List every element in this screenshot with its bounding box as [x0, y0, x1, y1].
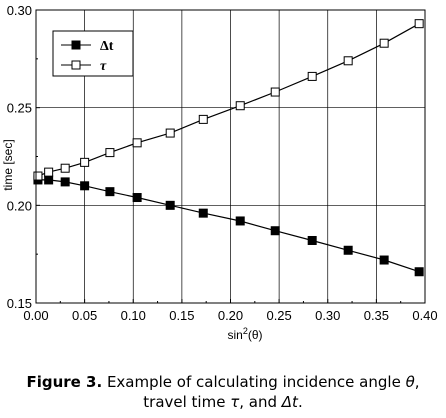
- x-tick-label: 0.20: [218, 308, 243, 323]
- x-tick-label: 0.15: [169, 308, 194, 323]
- data-point-tau: [235, 101, 245, 111]
- data-point-delta-t: [198, 208, 208, 218]
- caption-text-3: travel time: [143, 393, 231, 411]
- caption-text-4: , and: [239, 393, 282, 411]
- caption-theta: θ: [405, 373, 415, 391]
- caption-label: Figure 3.: [26, 373, 103, 391]
- x-axis-title-base: sin: [227, 328, 242, 342]
- x-tick-label: 0.30: [315, 308, 340, 323]
- legend-box: [52, 30, 134, 77]
- caption-line-1: Figure 3. Example of calculating inciden…: [0, 372, 446, 392]
- caption-delta-t: Δt: [281, 393, 298, 411]
- data-point-tau: [44, 167, 54, 177]
- x-tick-label: 0.35: [364, 308, 389, 323]
- caption-text-1: Example of calculating incidence angle: [102, 373, 406, 391]
- data-point-tau: [414, 19, 424, 29]
- x-tick-label: 0.05: [72, 308, 97, 323]
- figure-caption: Figure 3. Example of calculating inciden…: [0, 372, 446, 412]
- legend-marker-tau: [71, 60, 81, 70]
- data-point-delta-t: [235, 216, 245, 226]
- y-axis-title: time [sec]: [1, 139, 15, 190]
- data-point-tau: [165, 128, 175, 138]
- x-axis-title-superscript: 2: [243, 326, 248, 336]
- x-axis-title-suffix: (θ): [248, 328, 263, 342]
- data-point-tau: [343, 56, 353, 66]
- series-layer: [33, 19, 424, 277]
- x-tick-label: 0.10: [121, 308, 146, 323]
- x-tick-label: 0.40: [412, 308, 437, 323]
- legend: Δt τ: [52, 30, 134, 77]
- data-point-delta-t: [343, 245, 353, 255]
- caption-text-5: .: [297, 393, 303, 411]
- data-point-tau: [33, 171, 43, 181]
- data-point-delta-t: [414, 267, 424, 277]
- x-tick-label: 0.25: [266, 308, 291, 323]
- x-tick-label: 0.00: [23, 308, 48, 323]
- data-point-tau: [198, 114, 208, 124]
- data-point-delta-t: [270, 226, 280, 236]
- y-tick-label: 0.25: [7, 101, 32, 116]
- data-point-delta-t: [44, 175, 54, 185]
- y-tick-label: 0.15: [7, 296, 32, 311]
- data-point-delta-t: [379, 255, 389, 265]
- x-axis-title: sin2(θ): [227, 326, 262, 342]
- caption-line-2: travel time τ, and Δt.: [0, 392, 446, 412]
- legend-label-delta-t: Δt: [100, 39, 114, 54]
- y-tick-label: 0.30: [7, 3, 32, 18]
- data-point-delta-t: [105, 187, 115, 197]
- series-line-delta-t: [37, 179, 420, 273]
- legend-marker-delta-t: [71, 40, 81, 50]
- tick-layer: 0.00 0.05 0.10 0.15 0.20 0.25 0.30 0.35 0.40 0.15…: [7, 3, 438, 323]
- data-point-delta-t: [132, 193, 142, 203]
- data-point-tau: [60, 163, 70, 173]
- data-point-tau: [307, 71, 317, 81]
- y-tick-label: 0.20: [7, 198, 32, 213]
- data-point-tau: [132, 138, 142, 148]
- data-point-delta-t: [165, 200, 175, 210]
- data-point-delta-t: [60, 177, 70, 187]
- data-point-tau: [379, 38, 389, 48]
- data-point-delta-t: [80, 181, 90, 191]
- legend-label-tau: τ: [100, 59, 107, 74]
- caption-text-2: ,: [414, 373, 420, 391]
- caption-tau: τ: [230, 393, 240, 411]
- data-point-delta-t: [307, 235, 317, 245]
- data-point-tau: [80, 157, 90, 167]
- data-point-tau: [270, 87, 280, 97]
- data-point-tau: [105, 148, 115, 158]
